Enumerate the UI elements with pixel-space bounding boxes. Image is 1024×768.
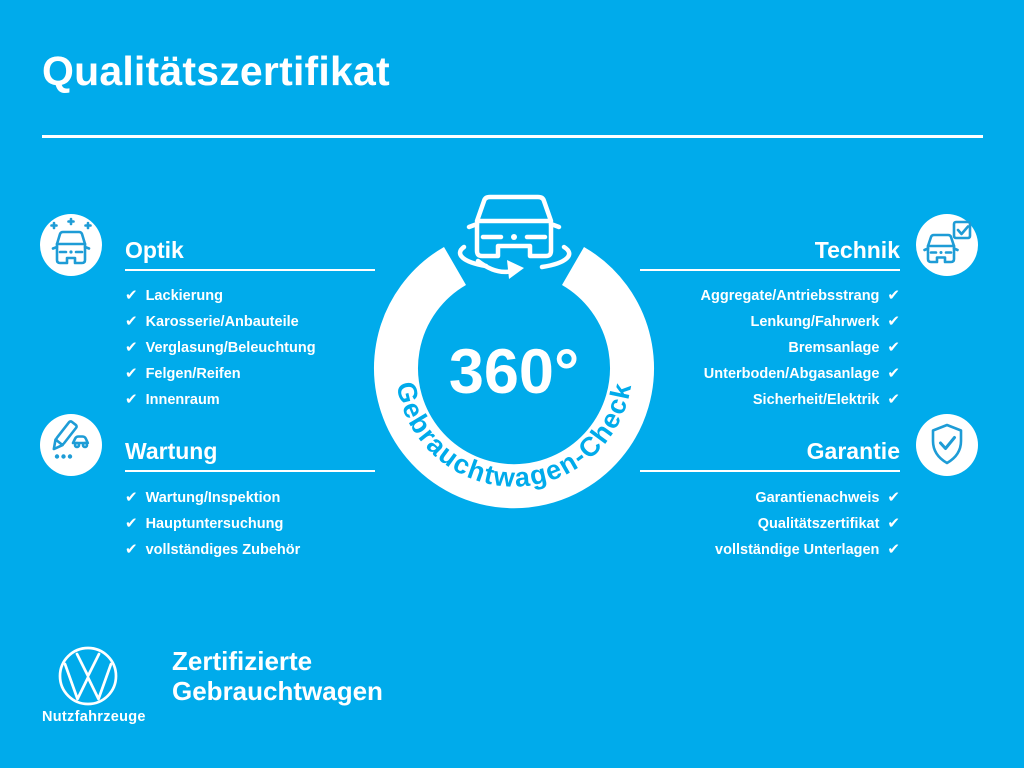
list-item: Bremsanlage ✔: [788, 338, 900, 357]
item-label: vollständiges Zubehör: [145, 542, 301, 558]
section-title-garantie: Garantie: [806, 438, 900, 464]
check-icon: ✔: [887, 514, 900, 532]
list-item: ✔ Karosserie/Anbauteile: [125, 312, 316, 331]
list-item: Lenkung/Fahrwerk ✔: [751, 312, 901, 331]
car-shine-icon: [50, 217, 92, 265]
optik-icon-circle: [40, 214, 102, 276]
item-label: Karosserie/Anbauteile: [145, 314, 299, 330]
optik-divider: [125, 269, 375, 271]
check-icon: ✔: [125, 488, 138, 506]
list-item: ✔ vollständiges Zubehör: [125, 540, 300, 559]
list-item: ✔ Wartung/Inspektion: [125, 488, 300, 507]
item-label: Verglasung/Beleuchtung: [145, 340, 316, 356]
footer-claim: Zertifizierte Gebrauchtwagen: [172, 646, 383, 706]
garantie-icon-circle: [916, 414, 978, 476]
check-icon: ✔: [125, 286, 138, 304]
page-title: Qualitätszertifikat: [42, 48, 390, 94]
list-item: Unterboden/Abgasanlage ✔: [704, 364, 900, 383]
check-icon: ✔: [125, 338, 138, 356]
item-label: Wartung/Inspektion: [145, 490, 281, 506]
check-icon: ✔: [125, 312, 138, 330]
list-item: Qualitätszertifikat ✔: [758, 514, 900, 533]
item-label: Lenkung/Fahrwerk: [750, 314, 880, 330]
check-icon: ✔: [887, 364, 900, 382]
item-label: Sicherheit/Elektrik: [752, 392, 880, 408]
garantie-check-list: Garantienachweis ✔ Qualitätszertifikat ✔…: [715, 488, 900, 559]
van-checkbox-icon: [923, 220, 972, 264]
wartung-icon-circle: [40, 414, 102, 476]
service-pen-icon: [52, 420, 90, 459]
check-icon: ✔: [125, 540, 138, 558]
list-item: ✔ Verglasung/Beleuchtung: [125, 338, 316, 357]
section-title-optik: Optik: [125, 237, 184, 263]
section-title-technik: Technik: [814, 237, 900, 263]
wartung-divider: [125, 470, 375, 472]
item-label: Hauptuntersuchung: [145, 516, 284, 532]
item-label: Bremsanlage: [788, 340, 880, 356]
item-label: Innenraum: [145, 392, 220, 408]
van-rotation-icon: [457, 194, 572, 279]
list-item: ✔ Felgen/Reifen: [125, 364, 316, 383]
brand-label: Nutzfahrzeuge: [42, 709, 146, 725]
list-item: Aggregate/Antriebsstrang ✔: [701, 286, 900, 305]
garantie-divider: [640, 470, 900, 472]
list-item: ✔ Lackierung: [125, 286, 316, 305]
technik-icon-circle: [916, 214, 978, 276]
item-label: Felgen/Reifen: [145, 366, 241, 382]
footer-claim-line2: Gebrauchtwagen: [172, 676, 383, 706]
technik-check-list: Aggregate/Antriebsstrang ✔ Lenkung/Fahrw…: [701, 286, 900, 409]
check-icon: ✔: [887, 286, 900, 304]
title-divider: [42, 135, 983, 138]
vw-logo: [58, 646, 118, 706]
list-item: ✔ Hauptuntersuchung: [125, 514, 300, 533]
item-label: Garantienachweis: [755, 490, 880, 506]
list-item: ✔ Innenraum: [125, 390, 316, 409]
check-icon: ✔: [887, 390, 900, 408]
wartung-check-list: ✔ Wartung/Inspektion ✔ Hauptuntersuchung…: [125, 488, 300, 559]
item-label: vollständige Unterlagen: [715, 542, 880, 558]
list-item: Garantienachweis ✔: [755, 488, 900, 507]
check-icon: ✔: [125, 364, 138, 382]
shield-check-icon: [931, 423, 963, 465]
item-label: Lackierung: [145, 288, 223, 304]
check-icon: ✔: [125, 514, 138, 532]
check-icon: ✔: [125, 390, 138, 408]
footer-claim-line1: Zertifizierte: [172, 646, 313, 676]
badge-ring: [374, 246, 654, 509]
optik-check-list: ✔ Lackierung ✔ Karosserie/Anbauteile ✔ V…: [125, 286, 316, 409]
list-item: vollständige Unterlagen ✔: [715, 540, 900, 559]
check-icon: ✔: [887, 488, 900, 506]
technik-divider: [640, 269, 900, 271]
badge-degree-label: 360°: [449, 337, 579, 407]
item-label: Aggregate/Antriebsstrang: [700, 288, 880, 304]
list-item: Sicherheit/Elektrik ✔: [753, 390, 900, 409]
check-icon: ✔: [887, 312, 900, 330]
item-label: Qualitätszertifikat: [757, 516, 880, 532]
item-label: Unterboden/Abgasanlage: [703, 366, 880, 382]
360-check-badge: 360° Gebrauchtwagen-Check: [374, 194, 654, 509]
section-title-wartung: Wartung: [125, 438, 218, 464]
check-icon: ✔: [887, 540, 900, 558]
check-icon: ✔: [887, 338, 900, 356]
